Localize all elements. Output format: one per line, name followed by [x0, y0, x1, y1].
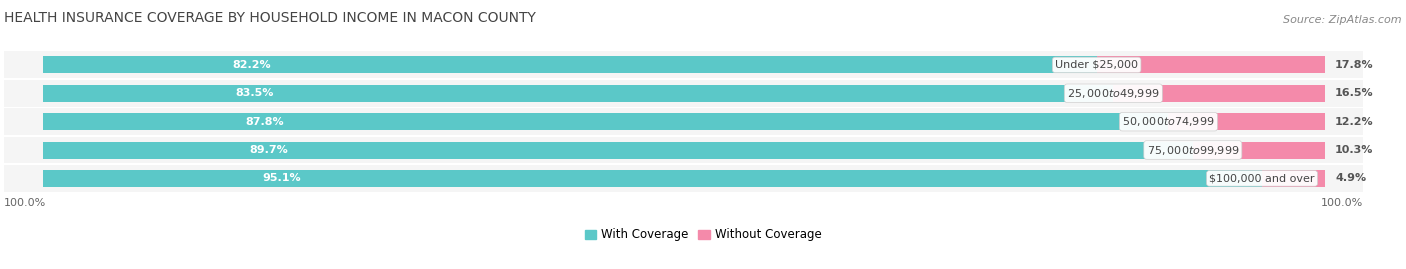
- Bar: [1192, 141, 1324, 158]
- Text: 83.5%: 83.5%: [235, 88, 274, 98]
- Text: $100,000 and over: $100,000 and over: [1209, 174, 1315, 183]
- Text: 95.1%: 95.1%: [262, 174, 301, 183]
- Bar: [42, 113, 1168, 130]
- Bar: [42, 170, 1263, 187]
- Bar: [1263, 170, 1324, 187]
- Bar: [4, 80, 1364, 107]
- Text: HEALTH INSURANCE COVERAGE BY HOUSEHOLD INCOME IN MACON COUNTY: HEALTH INSURANCE COVERAGE BY HOUSEHOLD I…: [4, 11, 536, 25]
- Text: 16.5%: 16.5%: [1336, 88, 1374, 98]
- Bar: [1114, 85, 1324, 102]
- Bar: [4, 137, 1364, 164]
- Text: Under $25,000: Under $25,000: [1054, 60, 1137, 70]
- Text: 12.2%: 12.2%: [1336, 117, 1374, 127]
- Text: 82.2%: 82.2%: [232, 60, 271, 70]
- Text: 10.3%: 10.3%: [1336, 145, 1374, 155]
- Text: 87.8%: 87.8%: [245, 117, 284, 127]
- Bar: [42, 85, 1114, 102]
- Legend: With Coverage, Without Coverage: With Coverage, Without Coverage: [579, 224, 827, 246]
- Text: $50,000 to $74,999: $50,000 to $74,999: [1122, 115, 1215, 128]
- Text: 17.8%: 17.8%: [1336, 60, 1374, 70]
- Bar: [1097, 56, 1324, 73]
- Bar: [1168, 113, 1324, 130]
- Text: $75,000 to $99,999: $75,000 to $99,999: [1146, 144, 1239, 157]
- Text: 89.7%: 89.7%: [250, 145, 288, 155]
- Text: Source: ZipAtlas.com: Source: ZipAtlas.com: [1284, 15, 1402, 25]
- Text: $25,000 to $49,999: $25,000 to $49,999: [1067, 87, 1160, 100]
- Bar: [42, 56, 1097, 73]
- Text: 100.0%: 100.0%: [4, 198, 46, 208]
- Bar: [42, 141, 1192, 158]
- Text: 4.9%: 4.9%: [1336, 174, 1367, 183]
- Bar: [4, 108, 1364, 135]
- Bar: [4, 51, 1364, 79]
- Bar: [4, 165, 1364, 192]
- Text: 100.0%: 100.0%: [1322, 198, 1364, 208]
